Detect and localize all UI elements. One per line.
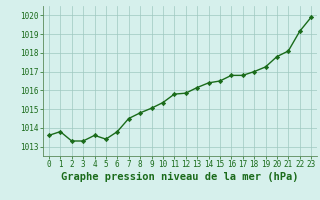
X-axis label: Graphe pression niveau de la mer (hPa): Graphe pression niveau de la mer (hPa): [61, 172, 299, 182]
